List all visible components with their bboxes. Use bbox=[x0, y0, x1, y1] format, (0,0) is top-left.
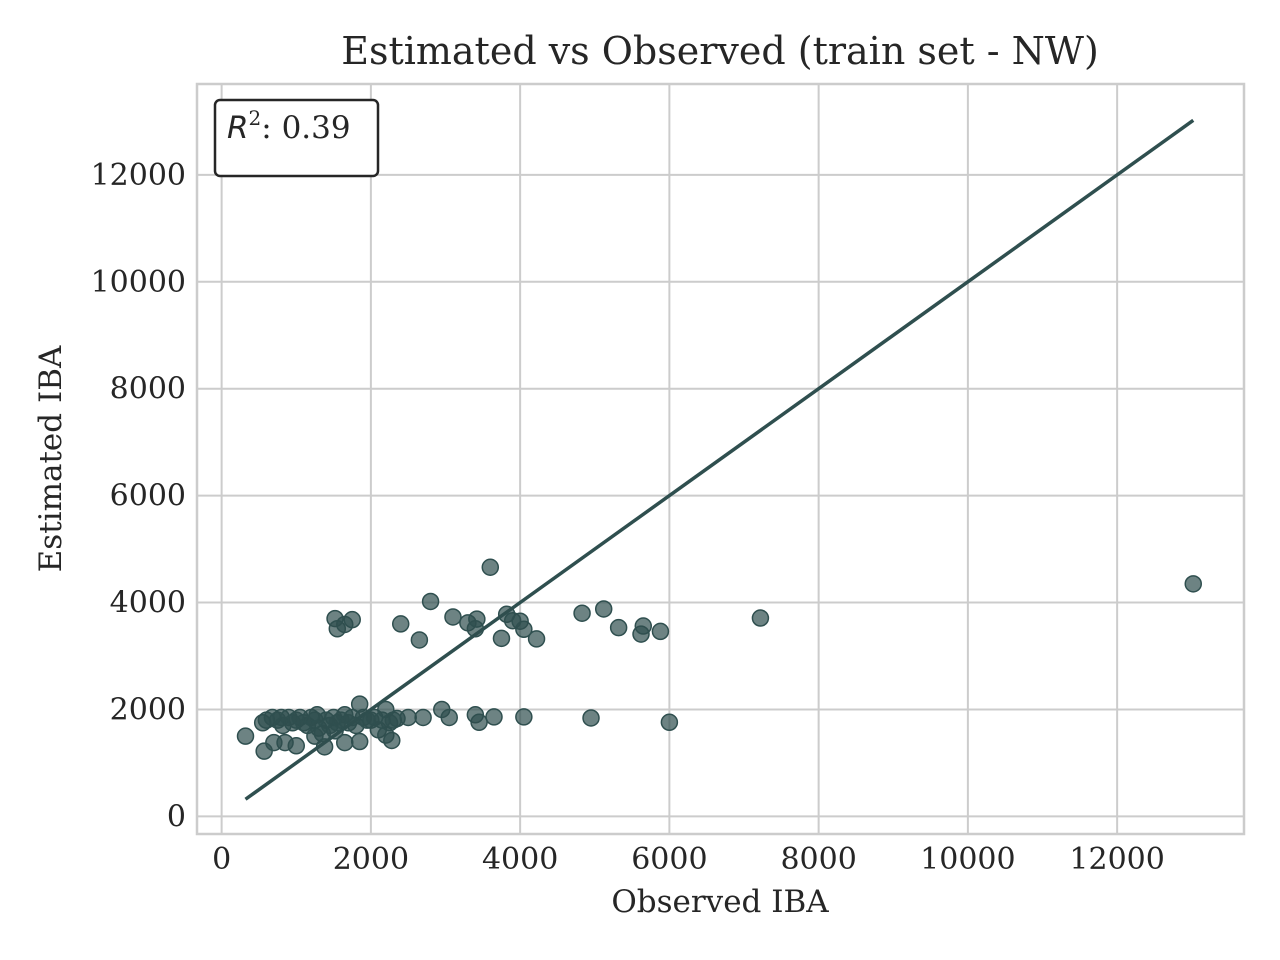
data-point bbox=[414, 708, 432, 727]
y-tick-label: 2000 bbox=[110, 692, 186, 727]
data-point bbox=[1184, 575, 1203, 593]
x-tick-label: 6000 bbox=[631, 842, 707, 877]
data-point bbox=[410, 631, 429, 649]
data-point bbox=[515, 708, 533, 726]
x-axis-label: Observed IBA bbox=[611, 884, 829, 920]
x-tick-label: 2000 bbox=[333, 842, 409, 877]
y-axis-label: Estimated IBA bbox=[33, 345, 69, 572]
data-point bbox=[634, 617, 653, 635]
data-point bbox=[485, 708, 503, 726]
data-point bbox=[582, 709, 600, 727]
data-point bbox=[468, 610, 486, 628]
chart-title: Estimated vs Observed (train set - NW) bbox=[341, 29, 1099, 73]
data-point bbox=[236, 727, 255, 745]
r-squared-annotation: R2: 0.39 bbox=[213, 98, 380, 178]
y-tick-label: 10000 bbox=[91, 265, 186, 300]
annotation-sup: 2 bbox=[249, 106, 262, 130]
data-point bbox=[383, 731, 401, 750]
x-tick-labels: 0 2000 4000 6000 8000 10000 12000 bbox=[212, 842, 1165, 877]
x-tick-label: 8000 bbox=[780, 842, 856, 877]
data-point bbox=[421, 592, 440, 611]
y-tick-label: 4000 bbox=[110, 586, 186, 621]
annotation-box bbox=[213, 98, 380, 178]
data-point bbox=[470, 713, 488, 732]
data-point bbox=[391, 615, 410, 633]
data-point bbox=[481, 558, 500, 577]
y-tick-labels: 0 2000 4000 6000 8000 10000 12000 bbox=[91, 158, 186, 834]
data-point bbox=[573, 604, 591, 622]
data-point bbox=[399, 708, 417, 727]
data-point bbox=[350, 732, 369, 751]
data-points bbox=[236, 558, 1203, 760]
data-point bbox=[343, 610, 361, 629]
annotation-text: R2: 0.39 bbox=[227, 106, 351, 146]
data-point bbox=[444, 608, 462, 626]
x-tick-label: 12000 bbox=[1069, 842, 1164, 877]
data-point bbox=[527, 630, 546, 648]
data-point bbox=[594, 600, 613, 618]
gridlines bbox=[197, 84, 1244, 834]
data-point bbox=[336, 733, 354, 752]
annotation-var: R bbox=[227, 110, 249, 146]
data-point bbox=[751, 609, 770, 627]
data-point bbox=[440, 708, 458, 727]
x-tick-label: 4000 bbox=[482, 842, 558, 877]
data-point bbox=[492, 629, 511, 648]
x-tick-label: 10000 bbox=[920, 842, 1015, 877]
y-tick-label: 8000 bbox=[110, 372, 186, 407]
data-point bbox=[287, 737, 306, 755]
y-tick-label: 12000 bbox=[91, 158, 186, 193]
data-point bbox=[609, 618, 628, 637]
data-point bbox=[515, 620, 533, 639]
y-tick-label: 6000 bbox=[110, 479, 186, 514]
data-point bbox=[651, 622, 670, 641]
x-tick-label: 0 bbox=[212, 842, 231, 877]
reference-line bbox=[244, 118, 1195, 801]
data-point bbox=[315, 738, 334, 756]
data-point bbox=[660, 713, 679, 732]
plot-frame bbox=[195, 82, 1246, 836]
annotation-value: : 0.39 bbox=[261, 110, 350, 146]
y-tick-label: 0 bbox=[167, 799, 186, 834]
